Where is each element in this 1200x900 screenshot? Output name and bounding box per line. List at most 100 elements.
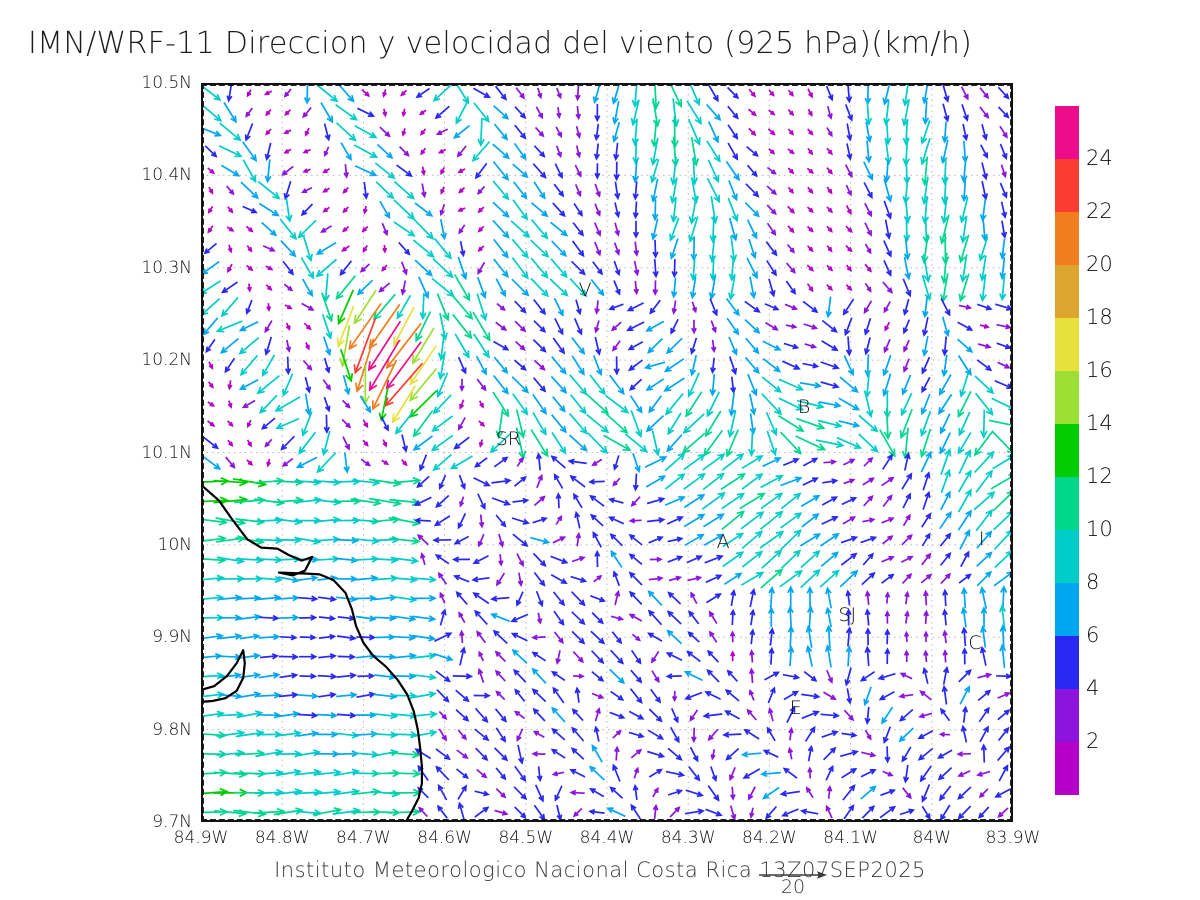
wind-vector (298, 431, 317, 455)
wind-vector (588, 478, 605, 485)
wind-vector (806, 283, 814, 293)
wind-vector (883, 338, 891, 354)
wind-vector (936, 749, 953, 759)
wind-vector (512, 199, 529, 221)
wind-vector (999, 643, 1007, 668)
wind-vector (532, 338, 547, 353)
wind-vector (747, 373, 758, 397)
wind-vector (981, 217, 988, 242)
wind-vector (630, 496, 641, 507)
wind-vector (883, 260, 892, 277)
wind-vector (550, 221, 569, 237)
wind-vector (594, 549, 601, 568)
wind-vector (710, 357, 717, 375)
wind-vector (393, 199, 416, 221)
wind-vector (823, 691, 837, 701)
wind-vector (489, 595, 510, 602)
wind-vector (744, 356, 760, 375)
wind-vector (201, 127, 223, 137)
wind-vector (283, 283, 294, 292)
wind-vector (688, 766, 701, 782)
wind-vector (923, 609, 929, 625)
wind-vector (240, 181, 259, 200)
wind-vector (275, 417, 300, 430)
wind-vector (477, 493, 486, 511)
wind-vector (532, 163, 547, 179)
wind-vector (630, 410, 643, 439)
wind-vector (336, 712, 357, 719)
wind-vector (241, 399, 256, 409)
wind-vector (205, 338, 216, 354)
wind-vector (881, 517, 895, 524)
wind-vector (532, 377, 547, 393)
wind-vector (475, 747, 489, 762)
wind-vector (844, 667, 852, 687)
wind-vector (275, 729, 302, 738)
wind-vector (902, 298, 910, 317)
wind-vector (899, 672, 913, 680)
wind-vector (722, 731, 742, 738)
wind-vector (323, 357, 331, 374)
wind-vector (760, 568, 784, 589)
wind-vector (603, 434, 632, 452)
wind-vector (741, 530, 764, 550)
wind-vector (318, 691, 337, 699)
wind-vector (401, 434, 409, 453)
wind-vector (575, 106, 582, 121)
wind-vector (759, 510, 784, 530)
wind-vector (800, 494, 821, 508)
wind-vector (224, 357, 236, 374)
wind-vector (959, 196, 969, 224)
wind-vector (372, 293, 396, 321)
x-axis-tick: 84.8W (254, 828, 310, 848)
wind-vector (382, 439, 388, 448)
wind-vector (336, 672, 358, 679)
wind-vector (648, 708, 663, 723)
wind-vector (549, 278, 569, 297)
wind-vector (727, 105, 739, 120)
wind-vector (411, 575, 438, 583)
wind-vector (724, 688, 740, 702)
wind-vector (999, 238, 1007, 261)
wind-vector (960, 606, 968, 628)
wind-vector (316, 731, 339, 738)
wind-vector (645, 414, 665, 433)
wind-vector (284, 356, 292, 376)
wind-vector (648, 395, 662, 414)
wind-vector (959, 254, 968, 283)
wind-vector (841, 496, 858, 506)
wind-vector (594, 320, 600, 334)
wind-vector (777, 414, 805, 433)
wind-vector (220, 337, 240, 354)
wind-vector (957, 432, 972, 455)
wind-vector (477, 533, 485, 548)
wind-vector (396, 164, 413, 178)
wind-vector (393, 615, 417, 623)
wind-vector (355, 615, 377, 622)
wind-vector (839, 569, 859, 588)
wind-vector (883, 408, 892, 441)
wind-vector (302, 106, 312, 119)
wind-vector (628, 533, 643, 546)
wind-vector (380, 416, 389, 432)
wind-vector (628, 517, 642, 524)
wind-vector (207, 206, 214, 214)
wind-vector (412, 435, 434, 451)
wind-vector (976, 303, 993, 311)
wind-vector (401, 108, 407, 118)
wind-vector (459, 646, 467, 666)
wind-vector (740, 571, 765, 586)
wind-vector (277, 710, 301, 718)
wind-vector (979, 273, 987, 303)
wind-vector (511, 648, 528, 664)
wind-vector (515, 340, 526, 351)
wind-vector (901, 472, 913, 490)
wind-vector (495, 409, 504, 440)
wind-vector (764, 303, 780, 311)
wind-vector (904, 610, 910, 624)
wind-vector (961, 104, 969, 122)
wind-vector (722, 532, 745, 548)
wind-vector (396, 294, 412, 320)
wind-vector (839, 749, 859, 758)
wind-vector (786, 705, 796, 724)
